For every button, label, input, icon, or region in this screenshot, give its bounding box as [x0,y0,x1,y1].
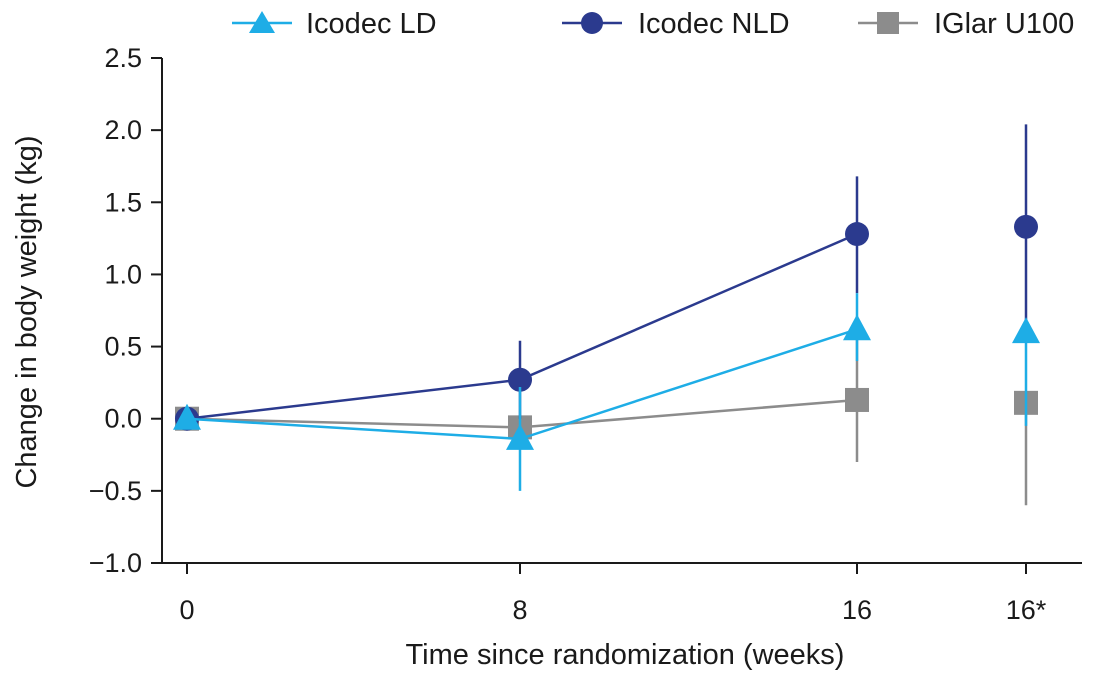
series-icodec-ld [173,293,1040,491]
y-tick-label: −0.5 [89,476,142,506]
data-point [506,423,534,450]
legend-item-icodec-nld: Icodec NLD [562,8,790,40]
data-point [508,367,532,392]
y-axis-title: Change in body weight (kg) [11,135,43,488]
data-point [845,387,869,412]
legend-label-icodec-ld: Icodec LD [306,8,437,40]
y-tick-label: 2.5 [104,43,142,73]
data-point [1012,317,1040,344]
y-tick-label: −1.0 [89,548,142,578]
series-iglar-u100 [175,337,1038,506]
legend-item-iglar-u100: IGlar U100 [858,8,1074,40]
series-icodec-nld [175,124,1038,431]
x-axis-title: Time since randomization (weeks) [406,639,845,671]
axes [161,58,1082,564]
legend-marker-icodec-nld [581,12,603,34]
x-ticks: 0 8 16 16* [179,563,1047,625]
y-tick-label: 1.0 [104,259,142,289]
data-point [1014,214,1038,239]
legend-label-icodec-nld: Icodec NLD [638,8,790,40]
data-point [173,403,201,430]
legend: Icodec LD Icodec NLD IGlar U100 [232,8,1074,40]
data-point [845,222,869,247]
data-point [843,314,871,341]
y-ticks: 2.5 2.0 1.5 1.0 0.5 0.0 −0.5 −1.0 [89,43,162,578]
legend-marker-icodec-ld [249,11,275,33]
legend-item-icodec-ld: Icodec LD [232,8,437,40]
y-tick-label: 0.5 [104,332,142,362]
x-tick-label: 16* [1006,595,1047,625]
legend-label-iglar-u100: IGlar U100 [934,8,1074,40]
x-tick-label: 0 [179,595,194,625]
y-tick-label: 2.0 [104,115,142,145]
x-tick-label: 8 [512,595,527,625]
plot-area [173,124,1040,506]
y-tick-label: 0.0 [104,404,142,434]
legend-marker-iglar-u100 [877,12,899,34]
y-tick-label: 1.5 [104,187,142,217]
x-tick-label: 16 [842,595,872,625]
